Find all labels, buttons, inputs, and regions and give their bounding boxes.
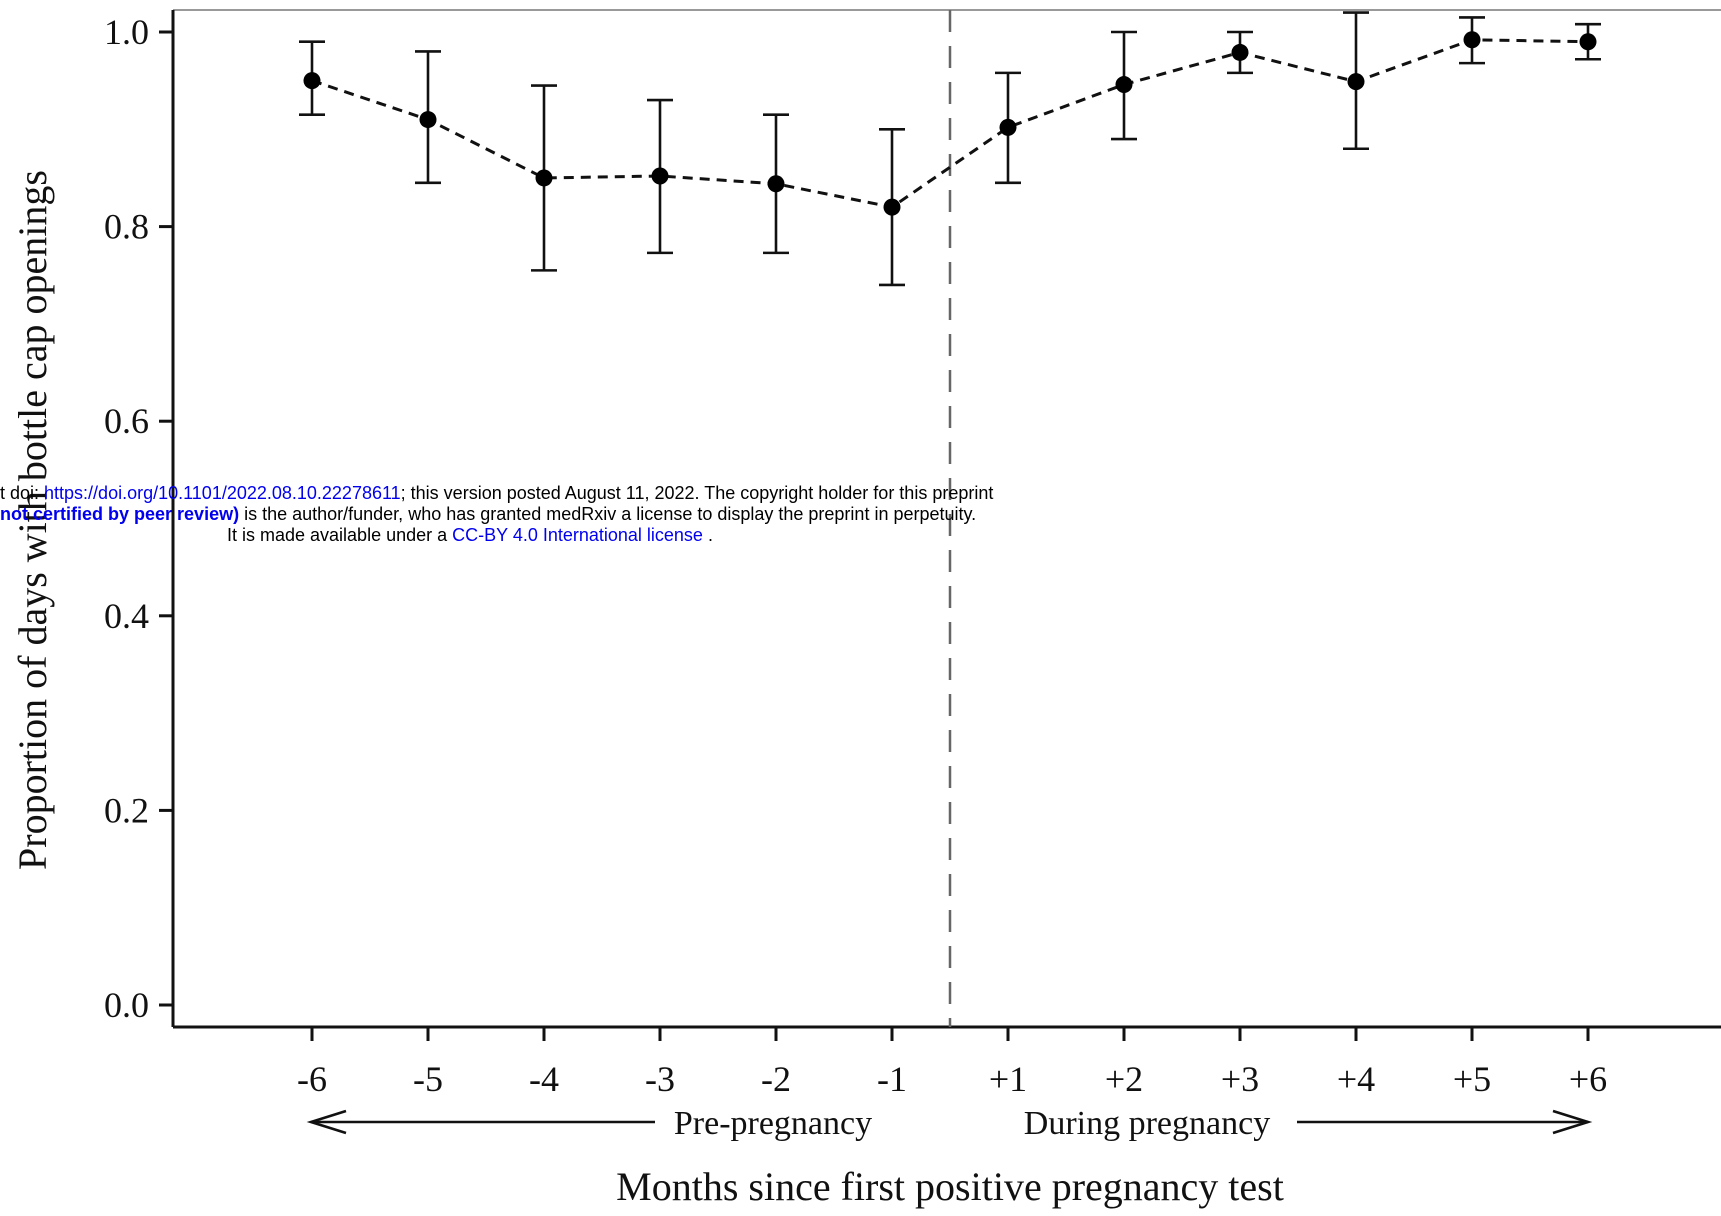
data-point [999,118,1017,136]
during-pregnancy-label: During pregnancy [1024,1105,1270,1142]
license-link[interactable]: CC-BY 4.0 International license [452,525,703,545]
x-tick-label: +1 [989,1059,1027,1099]
pre-pregnancy-label: Pre-pregnancy [674,1105,872,1142]
data-point [883,198,901,216]
data-point [1579,33,1597,51]
data-point [419,111,437,129]
y-tick-label: 0.6 [104,401,149,441]
series-line [311,38,1589,209]
watermark-available-text: It is made available under a [227,525,453,545]
watermark-peer-review-text: not certified by peer review) [0,504,240,524]
during-pregnancy-arrow [1297,1109,1593,1135]
data-point [767,175,785,193]
series-proportion [299,11,1601,287]
data-point [1115,76,1133,94]
y-tick-label: 1.0 [104,12,149,52]
doi-link[interactable]: https://doi.org/10.1101/2022.08.10.22278… [44,483,401,503]
watermark-posted-text: ; this version posted August 11, 2022. T… [400,483,994,503]
y-tick-label: 0.0 [104,985,149,1025]
data-point [651,167,669,185]
data-point [1463,31,1481,49]
x-tick-label: -6 [297,1059,327,1099]
x-tick-label: -3 [645,1059,675,1099]
watermark-line-3: It is made available under a CC-BY 4.0 I… [227,525,713,546]
x-tick-label: -1 [877,1059,907,1099]
y-axis: 0.0 0.2 0.4 0.6 0.8 1.0 [104,12,173,1025]
phase-annotations: Pre-pregnancy During pregnancy [306,1105,1593,1142]
data-point [535,169,553,187]
x-tick-label: +4 [1337,1059,1375,1099]
arrow-head [306,1109,347,1135]
data-point [1231,43,1249,61]
x-tick-label: +3 [1221,1059,1259,1099]
x-tick-label: -2 [761,1059,791,1099]
y-tick-label: 0.4 [104,596,149,636]
y-tick-label: 0.2 [104,790,149,830]
watermark-line-2: not certified by peer review) is the aut… [0,504,976,525]
watermark-license-text: is the author/funder, who has granted me… [239,504,977,524]
watermark-doi-prefix: t doi: [0,483,45,503]
plot-frame [171,9,1721,1029]
x-axis: -6 -5 -4 -3 -2 -1 +1 +2 +3 +4 +5 +6 [297,1027,1607,1099]
pre-pregnancy-arrow [306,1109,655,1135]
data-point [303,72,321,90]
data-point [1347,73,1365,91]
x-tick-label: -5 [413,1059,443,1099]
x-axis-title: Months since first positive pregnancy te… [616,1164,1284,1209]
arrow-head [1552,1109,1593,1135]
watermark-period: . [702,525,713,545]
y-axis-title: Proportion of days with bottle cap openi… [10,170,55,870]
watermark-line-1: t doi: https://doi.org/10.1101/2022.08.1… [0,483,993,504]
y-tick-label: 0.8 [104,207,149,247]
x-tick-label: +5 [1453,1059,1491,1099]
x-tick-label: +6 [1569,1059,1607,1099]
x-tick-label: +2 [1105,1059,1143,1099]
x-tick-label: -4 [529,1059,559,1099]
